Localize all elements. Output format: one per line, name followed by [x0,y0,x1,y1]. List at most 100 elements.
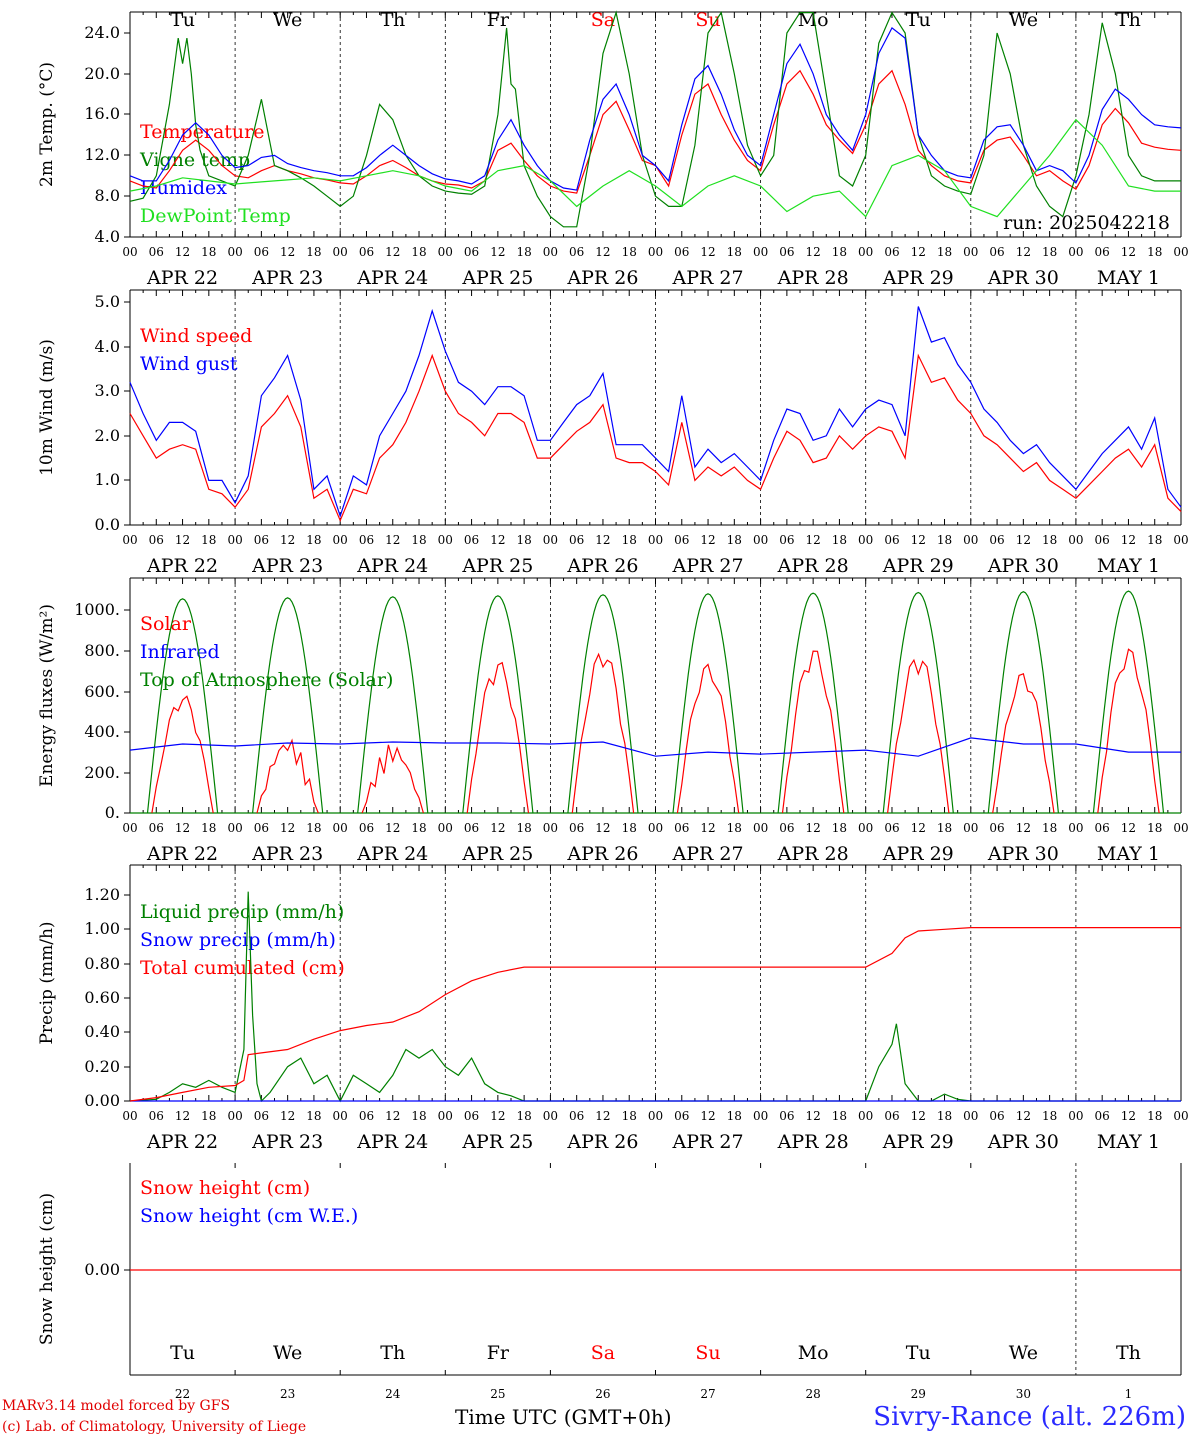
y-tick-label: 1.0 [95,470,120,489]
date-label: APR 27 [672,555,744,577]
x-tick-label: 00 [1068,245,1083,259]
y-tick-label: 0.80 [84,954,120,973]
x-tick-label: 00 [227,533,242,547]
y-axis-label: 2m Temp. (°C) [37,62,57,187]
series-vigne-temp [129,10,1181,228]
date-label: APR 22 [146,555,218,577]
x-tick-label: 18 [306,245,321,259]
series-wind-speed [129,353,1182,523]
x-tick-label: 18 [201,1109,216,1123]
x-tick-label: 00 [333,533,348,547]
weekday-label: Tu [170,1342,195,1364]
x-tick-label: 00 [333,1109,348,1123]
y-tick-label: 800. [84,641,120,660]
weekday-label: Th [1116,9,1141,31]
date-label: APR 27 [672,267,744,289]
series-solar [151,695,214,814]
legend-entry: Snow height (cm) [140,1177,310,1199]
series-humidex [129,26,1182,191]
series-solar [676,663,740,814]
weekday-label: Mo [798,1342,829,1364]
x-tick-label: 18 [622,245,637,259]
series-solar [571,652,635,814]
date-label: APR 23 [251,267,323,289]
x-tick-label: 00 [122,1109,137,1123]
weekday-label: Tu [906,1342,931,1364]
x-tick-label: 00 [543,533,558,547]
date-label: MAY 1 [1097,1131,1160,1153]
y-tick-label: 0. [105,803,120,822]
legend-entry: DewPoint Temp [140,205,291,227]
x-tick-label: 06 [149,533,164,547]
series-infrared [129,737,1181,757]
date-label: APR 26 [566,1131,638,1153]
y-tick-label: 20.0 [84,64,120,83]
weekday-label: Sa [591,1342,615,1364]
day-number: 1 [1125,1387,1133,1401]
x-tick-label: 00 [543,1109,558,1123]
y-tick-label: 1000. [74,600,120,619]
x-tick-label: 06 [989,533,1004,547]
x-tick-label: 00 [858,1109,873,1123]
y-tick-label: 5.0 [95,292,120,311]
x-tick-label: 18 [1042,1109,1057,1123]
date-label: APR 28 [777,267,849,289]
x-tick-label: 18 [1147,1109,1162,1123]
date-label: MAY 1 [1097,267,1160,289]
x-tick-label: 12 [490,821,505,835]
series-liquid-precip-mm-h- [129,891,1181,1103]
x-tick-label: 18 [201,821,216,835]
date-label: APR 29 [882,1131,954,1153]
x-tick-label: 00 [858,821,873,835]
x-tick-label: 06 [359,533,374,547]
x-tick-label: 06 [779,533,794,547]
x-tick-label: 12 [1016,821,1031,835]
x-tick-label: 00 [438,245,453,259]
x-tick-label: 18 [1042,533,1057,547]
x-tick-label: 18 [937,821,952,835]
date-label: APR 28 [777,555,849,577]
x-tick-label: 06 [569,821,584,835]
x-tick-label: 12 [595,245,610,259]
weekday-label: We [1009,1342,1038,1364]
date-label: APR 22 [146,843,218,865]
x-tick-label: 12 [595,533,610,547]
x-tick-label: 06 [989,245,1004,259]
station-name: Sivry-Rance (alt. 226m) [873,1402,1186,1432]
weekday-label: Tu [906,9,931,31]
x-tick-label: 00 [122,821,137,835]
x-tick-label: 06 [359,245,374,259]
x-tick-label: 00 [648,245,663,259]
day-number: 30 [1016,1387,1031,1401]
x-tick-label: 12 [911,1109,926,1123]
x-tick-label: 18 [306,821,321,835]
date-label: APR 28 [777,1131,849,1153]
series-dewpoint-temp [129,118,1181,218]
date-label: APR 24 [356,843,428,865]
x-tick-label: 12 [700,821,715,835]
y-tick-label: 1.00 [84,919,120,938]
x-tick-label: 12 [806,1109,821,1123]
x-tick-label: 00 [227,821,242,835]
x-tick-label: 12 [1121,245,1136,259]
x-tick-label: 12 [490,533,505,547]
x-tick-label: 18 [1042,245,1057,259]
x-tick-label: 06 [464,1109,479,1123]
date-label: APR 29 [882,555,954,577]
series-solar [361,744,424,814]
legend-entry: Snow height (cm W.E.) [140,1205,358,1227]
date-label: APR 28 [777,843,849,865]
x-tick-label: 06 [254,821,269,835]
series-toa-solar [987,591,1059,814]
x-tick-label: 00 [753,1109,768,1123]
series-toa-solar [567,594,639,814]
series-wind-gust [129,306,1182,519]
series-toa-solar [462,595,534,814]
day-number: 26 [595,1387,610,1401]
x-tick-label: 00 [227,245,242,259]
x-tick-label: 06 [149,1109,164,1123]
day-number: 27 [700,1387,715,1401]
x-tick-label: 06 [569,1109,584,1123]
x-tick-label: 12 [595,1109,610,1123]
date-label: APR 30 [987,843,1059,865]
